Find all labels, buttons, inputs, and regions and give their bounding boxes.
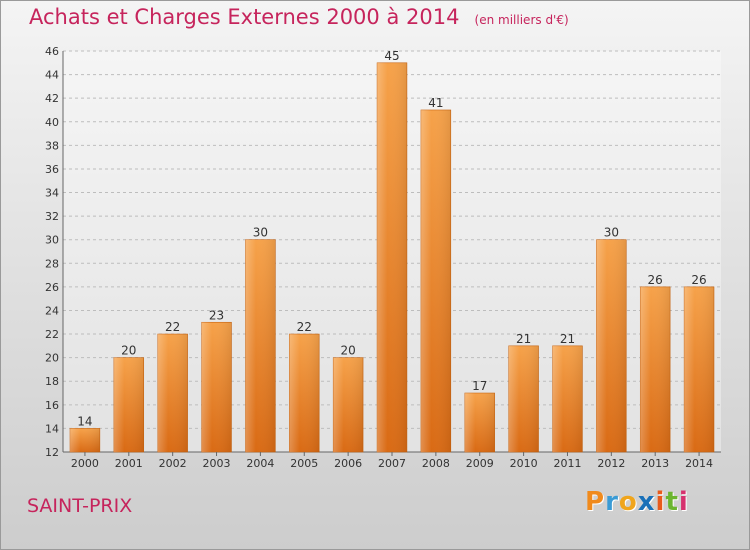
y-tick-label: 16 [45, 399, 59, 412]
bar-value-label: 22 [165, 320, 180, 334]
title-row: Achats et Charges Externes 2000 à 2014 (… [29, 5, 569, 29]
x-axis: 2000 2001 2002 2003 2004 2005 2006 2007 2008 2009… [71, 452, 713, 470]
bar-value-label: 30 [604, 226, 619, 240]
bar-value-label: 17 [472, 379, 487, 393]
y-tick-label: 30 [45, 234, 59, 247]
bar-shine [464, 393, 495, 452]
bar-shine [640, 286, 671, 452]
x-tick-label: 2009 [466, 457, 494, 470]
bar-value-label: 22 [297, 320, 312, 334]
y-axis: 12 14 16 18 20 22 24 26 28 30 32 34 36 38 40 42 44 46 [45, 45, 721, 459]
y-tick-label: 28 [45, 257, 59, 270]
x-tick-label: 2006 [334, 457, 362, 470]
y-tick-label: 32 [45, 210, 59, 223]
commune-name: SAINT-PRIX [27, 495, 133, 517]
logo-letter: i [678, 487, 689, 517]
logo-letter: x [637, 487, 656, 517]
bar-value-label: 21 [516, 332, 531, 346]
bar-value-label: 30 [253, 226, 268, 240]
y-tick-label: 44 [45, 69, 59, 82]
y-tick-label: 46 [45, 45, 59, 58]
y-tick-label: 38 [45, 139, 59, 152]
bar-shine [201, 322, 232, 452]
bar-value-label: 41 [428, 96, 443, 110]
y-tick-label: 42 [45, 92, 59, 105]
bar-shine [70, 428, 100, 452]
bar-shine [420, 109, 451, 453]
x-tick-label: 2013 [641, 457, 669, 470]
bar-value-label: 23 [209, 308, 224, 322]
logo-letter: t [665, 487, 679, 517]
logo-letter: r [605, 487, 619, 517]
bar-shine [245, 239, 276, 452]
bar-value-label: 14 [77, 414, 92, 428]
bar-shine [508, 345, 539, 452]
x-tick-label: 2001 [115, 457, 143, 470]
x-tick-label: 2000 [71, 457, 99, 470]
bars [69, 62, 715, 453]
y-tick-label: 14 [45, 422, 59, 435]
chart-subtitle: (en milliers d'€) [474, 13, 569, 27]
logo-letter: i [655, 487, 666, 517]
y-tick-label: 18 [45, 375, 59, 388]
x-tick-label: 2005 [290, 457, 318, 470]
x-tick-label: 2014 [685, 457, 713, 470]
y-tick-label: 12 [45, 446, 59, 459]
y-tick-label: 24 [45, 304, 59, 317]
bar-shine [289, 334, 320, 452]
bar-shine [552, 345, 583, 452]
x-tick-label: 2003 [203, 457, 231, 470]
x-tick-label: 2008 [422, 457, 450, 470]
bar-value-label: 20 [121, 344, 136, 358]
logo-letter: o [618, 487, 638, 517]
x-tick-label: 2004 [246, 457, 274, 470]
x-tick-label: 2011 [553, 457, 581, 470]
x-tick-label: 2002 [159, 457, 187, 470]
bar-value-label: 26 [691, 273, 706, 287]
data-labels: 14 20 22 23 30 22 20 45 41 17 21 21 30 26 26 [77, 49, 706, 429]
y-tick-label: 22 [45, 328, 59, 341]
y-tick-label: 40 [45, 116, 59, 129]
bar-shine [157, 334, 188, 452]
x-tick-label: 2012 [597, 457, 625, 470]
bar-shine [596, 239, 627, 452]
bar-shine [113, 357, 144, 452]
bar-value-label: 21 [560, 332, 575, 346]
bar-shine [333, 357, 364, 452]
y-tick-label: 20 [45, 352, 59, 365]
bar-value-label: 26 [648, 273, 663, 287]
bar-shine [684, 286, 714, 452]
y-tick-label: 34 [45, 187, 59, 200]
y-tick-label: 36 [45, 163, 59, 176]
proxiti-logo: Proxiti [585, 487, 689, 517]
x-tick-label: 2007 [378, 457, 406, 470]
bar-value-label: 20 [340, 344, 355, 358]
y-tick-label: 26 [45, 281, 59, 294]
chart-title: Achats et Charges Externes 2000 à 2014 [29, 5, 460, 29]
bar-shine [377, 62, 407, 452]
logo-letter: P [585, 487, 606, 517]
x-tick-label: 2010 [510, 457, 538, 470]
bar-value-label: 45 [384, 49, 399, 63]
